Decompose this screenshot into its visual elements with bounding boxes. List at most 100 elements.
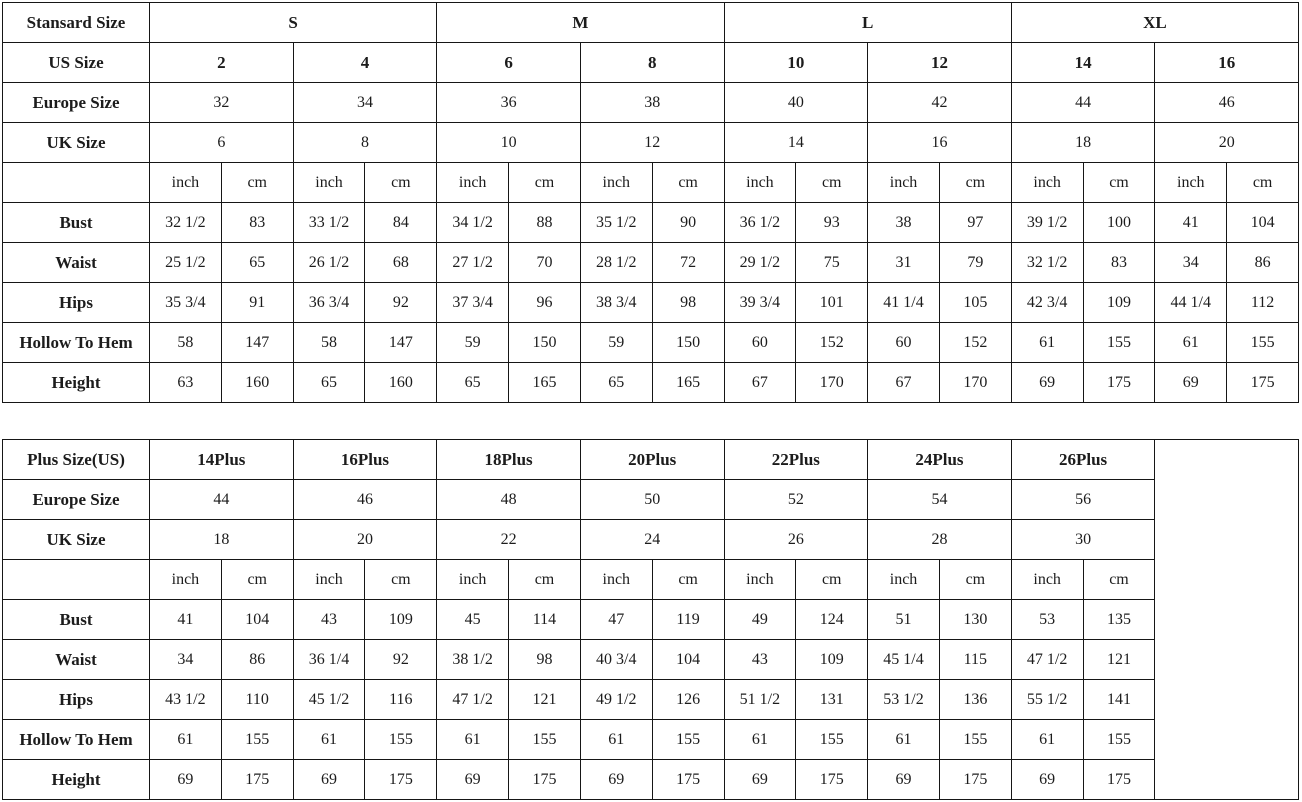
- us-size-row-value: 16: [1154, 42, 1299, 83]
- plus-size-row-value: 20Plus: [579, 439, 725, 480]
- height-row-value: 165: [508, 362, 581, 403]
- height-row-value: 170: [795, 362, 869, 403]
- height-row-value: 63: [149, 362, 222, 403]
- height-row-value: 69: [1010, 759, 1084, 800]
- height-row-value: 175: [1082, 759, 1156, 800]
- waist-row: Waist 25 1/2 65 26 1/2 68 27 1/2 70 28 1/2 72 29 …: [2, 242, 1299, 283]
- unit-row-value: cm: [364, 559, 438, 600]
- bust-row-value: 114: [508, 599, 581, 640]
- unit-row-value: inch: [1154, 162, 1228, 203]
- waist-row-value: 86: [1226, 242, 1299, 283]
- waist-row-value: 104: [651, 639, 725, 680]
- waist-row-value: 34: [1154, 242, 1228, 283]
- uk-size-row-value: 12: [579, 122, 725, 163]
- hips-row-value: 109: [1082, 282, 1156, 323]
- europe-size-row: Europe Size 32 34 36 38 40 42 44 46: [2, 82, 1299, 123]
- hollow-to-hem-row-label: Hollow To Hem: [2, 322, 150, 363]
- hips-row-value: 136: [938, 679, 1012, 720]
- unit-row-value: inch: [723, 162, 797, 203]
- hips-row-value: 121: [508, 679, 581, 720]
- height-row-value: 175: [364, 759, 438, 800]
- waist-row-value: 27 1/2: [436, 242, 510, 283]
- bust-row-value: 34 1/2: [436, 202, 510, 243]
- bust-row-value: 104: [1226, 202, 1299, 243]
- europe-size-row-label: Europe Size: [2, 82, 150, 123]
- hollow-to-hem-row-value: 61: [149, 719, 222, 760]
- height-row-value: 175: [508, 759, 581, 800]
- hollow-to-hem-row-value: 58: [149, 322, 222, 363]
- hips-row-value: 98: [651, 282, 725, 323]
- unit-row-value: inch: [292, 559, 366, 600]
- bust-row-value: 36 1/2: [723, 202, 797, 243]
- unit-row-value: cm: [364, 162, 438, 203]
- height-row-label: Height: [2, 362, 150, 403]
- unit-row-value: inch: [436, 162, 510, 203]
- hollow-to-hem-row-value: 155: [938, 719, 1012, 760]
- europe-size-row-value: 44: [1010, 82, 1156, 123]
- waist-row-value: 25 1/2: [149, 242, 222, 283]
- hips-row-value: 110: [220, 679, 294, 720]
- unit-row-value: cm: [1082, 162, 1156, 203]
- height-row-value: 69: [149, 759, 222, 800]
- uk-size-row-value: 18: [1010, 122, 1156, 163]
- hips-row-value: 91: [220, 282, 294, 323]
- hollow-to-hem-row-value: 155: [1082, 322, 1156, 363]
- plus-size-row-value: 22Plus: [723, 439, 869, 480]
- height-row-value: 175: [795, 759, 869, 800]
- europe-size-row-label: Europe Size: [2, 479, 150, 520]
- hollow-to-hem-row-value: 61: [867, 719, 940, 760]
- hollow-to-hem-row-value: 61: [1010, 719, 1084, 760]
- us-size-row-label: US Size: [2, 42, 150, 83]
- waist-row-value: 32 1/2: [1010, 242, 1084, 283]
- hips-row-value: 47 1/2: [436, 679, 510, 720]
- hollow-to-hem-row-value: 155: [364, 719, 438, 760]
- uk-size-row: UK Size 18 20 22 24 26 28 30: [2, 519, 1299, 560]
- europe-size-row-value: 54: [867, 479, 1012, 520]
- hips-row-value: 43 1/2: [149, 679, 222, 720]
- height-row-value: 170: [938, 362, 1012, 403]
- hips-row-value: 49 1/2: [579, 679, 653, 720]
- height-row-value: 69: [579, 759, 653, 800]
- hips-row-value: 45 1/2: [292, 679, 366, 720]
- uk-size-row-value: 16: [867, 122, 1012, 163]
- hips-row-value: 35 3/4: [149, 282, 222, 323]
- us-size-row-value: 8: [579, 42, 725, 83]
- unit-row-value: cm: [651, 559, 725, 600]
- plus-size-row-label: Plus Size(US): [2, 439, 150, 480]
- waist-row-value: 70: [508, 242, 581, 283]
- uk-size-row-label: UK Size: [2, 122, 150, 163]
- waist-row-label: Waist: [2, 242, 150, 283]
- waist-row-value: 38 1/2: [436, 639, 510, 680]
- hips-row: Hips 35 3/4 91 36 3/4 92 37 3/4 96 38 3/4 98 39 3…: [2, 282, 1299, 323]
- unit-row-value: cm: [938, 162, 1012, 203]
- height-row-value: 69: [1010, 362, 1084, 403]
- unit-row-value: inch: [1010, 559, 1084, 600]
- hips-row-value: 101: [795, 282, 869, 323]
- waist-row-value: 121: [1082, 639, 1156, 680]
- hips-row-value: 36 3/4: [292, 282, 366, 323]
- height-row-value: 67: [723, 362, 797, 403]
- hips-row-value: 131: [795, 679, 869, 720]
- bust-row-value: 41: [1154, 202, 1228, 243]
- europe-size-row-value: 48: [436, 479, 581, 520]
- bust-row-value: 43: [292, 599, 366, 640]
- standard-size-row: Stansard Size S M L XL: [2, 2, 1300, 43]
- unit-row: inch cm inch cm inch cm inch cm inch cm inch cm inch…: [2, 559, 1299, 600]
- hips-row-value: 92: [364, 282, 438, 323]
- waist-row-label: Waist: [2, 639, 150, 680]
- bust-row-value: 97: [938, 202, 1012, 243]
- uk-size-row: UK Size 6 8 10 12 14 16 18 20: [2, 122, 1299, 163]
- hollow-to-hem-row-value: 155: [220, 719, 294, 760]
- bust-row-value: 49: [723, 599, 797, 640]
- height-row-value: 69: [292, 759, 366, 800]
- unit-row-label: [2, 162, 150, 203]
- height-row-value: 69: [1154, 362, 1228, 403]
- unit-row-value: cm: [938, 559, 1012, 600]
- unit-row-value: cm: [795, 162, 869, 203]
- waist-row-value: 43: [723, 639, 797, 680]
- hollow-to-hem-row: Hollow To Hem 58 147 58 147 59 150 59 150 60 152 60…: [2, 322, 1299, 363]
- uk-size-row-value: 10: [436, 122, 581, 163]
- height-row: Height 63 160 65 160 65 165 65 165 67 170 67 170 69 17…: [2, 362, 1299, 403]
- hips-row-value: 105: [938, 282, 1012, 323]
